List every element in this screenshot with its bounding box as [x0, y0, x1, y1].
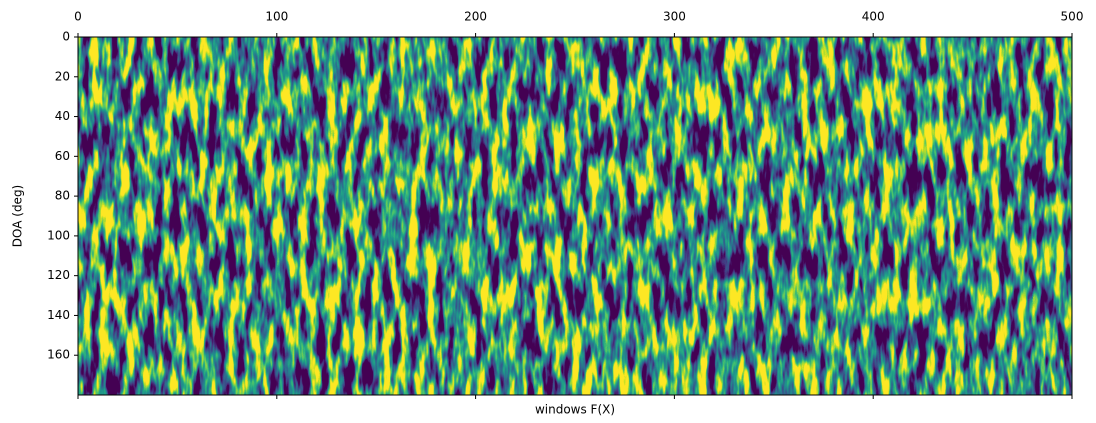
x-axis-label: windows F(X) — [535, 403, 615, 417]
y-tick-label: 20 — [55, 69, 70, 83]
axes-frame — [77, 36, 1073, 396]
x-tick-label: 200 — [464, 10, 487, 24]
y-tick-label: 60 — [55, 149, 70, 163]
y-tick-label: 100 — [47, 228, 70, 242]
heatmap-image — [78, 37, 1072, 395]
x-tick-label: 100 — [265, 10, 288, 24]
y-tick-label: 160 — [47, 348, 70, 362]
y-tick-label: 120 — [47, 268, 70, 282]
x-tick-label: 500 — [1061, 10, 1084, 24]
y-tick-label: 40 — [55, 109, 70, 123]
y-tick-label: 0 — [62, 30, 70, 44]
x-tick-label: 300 — [663, 10, 686, 24]
x-tick-label: 0 — [74, 10, 82, 24]
y-tick-label: 140 — [47, 308, 70, 322]
x-tick-label: 400 — [862, 10, 885, 24]
y-axis-label: DOA (deg) — [11, 185, 25, 247]
y-tick-label: 80 — [55, 189, 70, 203]
